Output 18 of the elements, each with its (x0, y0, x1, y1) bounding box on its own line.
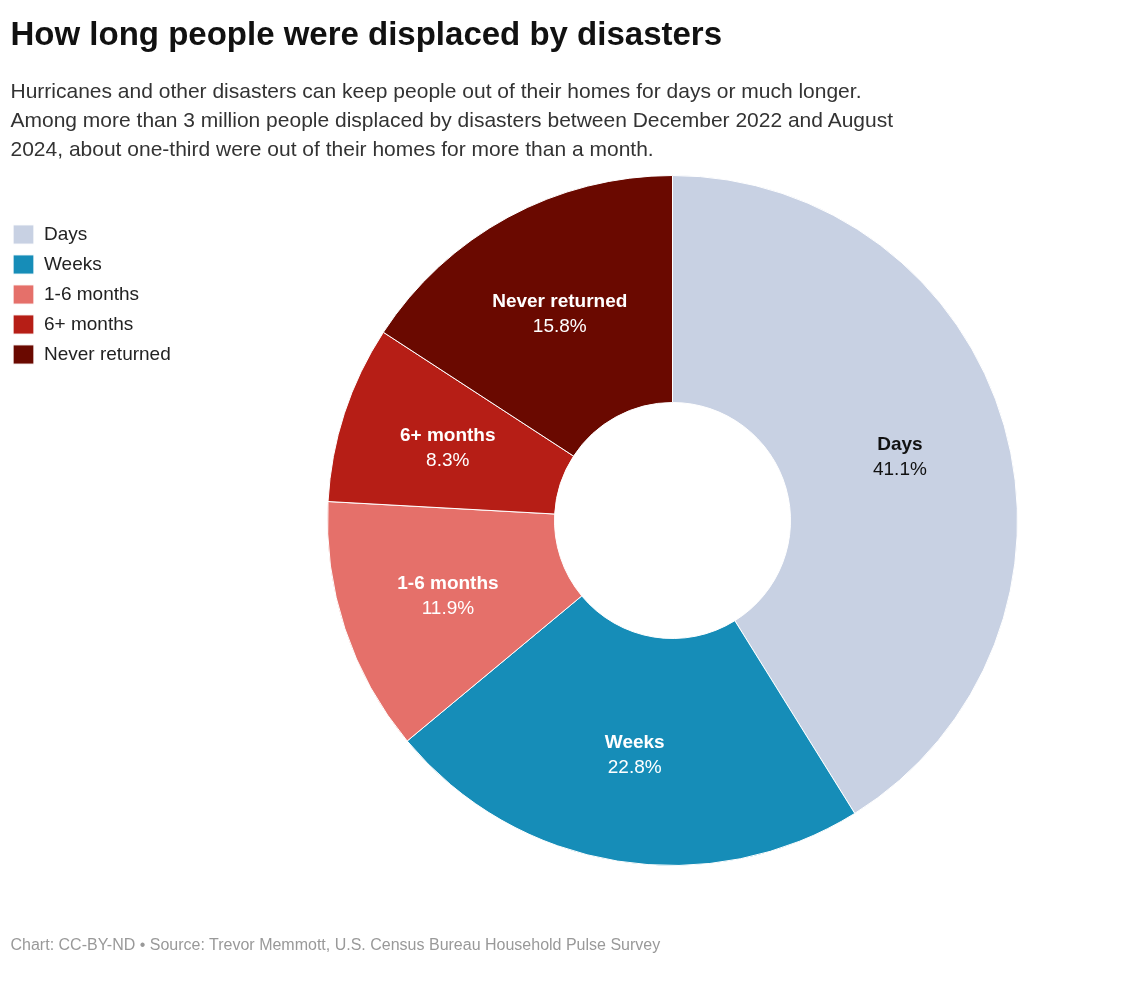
slice-label: 1-6 months (397, 571, 499, 593)
slice-label: Days (877, 432, 923, 454)
legend-label: Weeks (44, 253, 102, 275)
legend-label: Days (44, 223, 88, 245)
chart-title: How long people were displaced by disasters (10, 14, 723, 52)
legend-label: 6+ months (44, 313, 134, 335)
chart-subtitle: Hurricanes and other disasters can keep people out of their homes for days or much longer. Among more than 3 million people displaced by disasters between December 2022 and August 2024, about one-third were out of their homes for more than a month. (10, 78, 894, 160)
legend-label: 1-6 months (44, 283, 140, 305)
data-label: 11.9% (421, 596, 475, 618)
data-label: 8.3% (426, 448, 470, 470)
slice-label: 6+ months (399, 423, 496, 445)
slice-label: Weeks (604, 730, 665, 752)
data-label: 15.8% (532, 314, 587, 336)
data-label: 41.1% (872, 457, 927, 479)
data-label: 22.8% (607, 755, 662, 777)
text: Chart: CC-BY-ND • Source: Trevor Memmott, U.S. Census Bureau Household Pulse Survey (10, 935, 661, 953)
slice-label: Never returned (492, 289, 628, 311)
legend-label: Never returned (44, 343, 171, 365)
